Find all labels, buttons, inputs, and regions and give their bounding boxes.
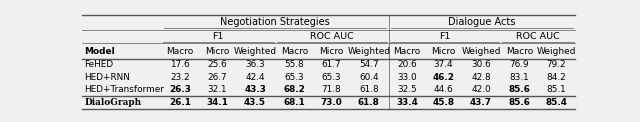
- Text: 32.5: 32.5: [397, 85, 417, 94]
- Text: Weighed: Weighed: [461, 46, 501, 56]
- Text: 85.6: 85.6: [508, 85, 531, 94]
- Text: Micro: Micro: [431, 46, 456, 56]
- Text: Micro: Micro: [205, 46, 229, 56]
- Text: Weighted: Weighted: [348, 46, 390, 56]
- Text: HED+RNN: HED+RNN: [84, 73, 131, 82]
- Text: Micro: Micro: [319, 46, 344, 56]
- Text: 26.7: 26.7: [207, 73, 227, 82]
- Text: 85.6: 85.6: [508, 98, 531, 107]
- Text: 61.8: 61.8: [358, 98, 380, 107]
- Text: 43.5: 43.5: [244, 98, 266, 107]
- Text: 32.1: 32.1: [207, 85, 227, 94]
- Text: Negotiation Strategies: Negotiation Strategies: [220, 17, 330, 27]
- Text: 37.4: 37.4: [434, 61, 453, 70]
- Text: 73.0: 73.0: [321, 98, 342, 107]
- Text: Model: Model: [84, 46, 115, 56]
- Text: 23.2: 23.2: [170, 73, 190, 82]
- Text: Weighted: Weighted: [234, 46, 276, 56]
- Text: 84.2: 84.2: [547, 73, 566, 82]
- Text: 42.0: 42.0: [471, 85, 491, 94]
- Text: 65.3: 65.3: [321, 73, 341, 82]
- Text: Macro: Macro: [166, 46, 194, 56]
- Text: 65.3: 65.3: [285, 73, 304, 82]
- Text: ROC AUC: ROC AUC: [310, 32, 354, 41]
- Text: 61.7: 61.7: [321, 61, 341, 70]
- Text: Macro: Macro: [394, 46, 421, 56]
- Text: 30.6: 30.6: [471, 61, 491, 70]
- Text: 25.6: 25.6: [207, 61, 227, 70]
- Text: 85.4: 85.4: [545, 98, 568, 107]
- Text: 55.8: 55.8: [285, 61, 305, 70]
- Text: 36.3: 36.3: [245, 61, 265, 70]
- Text: 33.4: 33.4: [396, 98, 418, 107]
- Text: 20.6: 20.6: [397, 61, 417, 70]
- Text: 46.2: 46.2: [433, 73, 454, 82]
- Text: Macro: Macro: [281, 46, 308, 56]
- Text: DialoGraph: DialoGraph: [84, 98, 141, 107]
- Text: 26.3: 26.3: [170, 85, 191, 94]
- Text: 83.1: 83.1: [509, 73, 529, 82]
- Text: 17.6: 17.6: [170, 61, 190, 70]
- Text: F1: F1: [439, 32, 451, 41]
- Text: 79.2: 79.2: [547, 61, 566, 70]
- Text: HED+Transformer: HED+Transformer: [84, 85, 164, 94]
- Text: 71.8: 71.8: [321, 85, 341, 94]
- Text: ROC AUC: ROC AUC: [516, 32, 560, 41]
- Text: FeHED: FeHED: [84, 61, 113, 70]
- Text: 43.3: 43.3: [244, 85, 266, 94]
- Text: 85.1: 85.1: [547, 85, 566, 94]
- Text: F1: F1: [212, 32, 224, 41]
- Text: Weighed: Weighed: [537, 46, 576, 56]
- Text: 42.4: 42.4: [245, 73, 265, 82]
- Text: 43.7: 43.7: [470, 98, 492, 107]
- Text: 42.8: 42.8: [471, 73, 491, 82]
- Text: 60.4: 60.4: [359, 73, 379, 82]
- Text: 76.9: 76.9: [509, 61, 529, 70]
- Text: 68.1: 68.1: [284, 98, 305, 107]
- Text: Macro: Macro: [506, 46, 533, 56]
- Text: 33.0: 33.0: [397, 73, 417, 82]
- Text: 26.1: 26.1: [170, 98, 191, 107]
- Text: 61.8: 61.8: [359, 85, 379, 94]
- Text: 44.6: 44.6: [434, 85, 453, 94]
- Text: 68.2: 68.2: [284, 85, 305, 94]
- Text: 45.8: 45.8: [433, 98, 454, 107]
- Text: 54.7: 54.7: [359, 61, 379, 70]
- Text: 34.1: 34.1: [206, 98, 228, 107]
- Text: Dialogue Acts: Dialogue Acts: [448, 17, 516, 27]
